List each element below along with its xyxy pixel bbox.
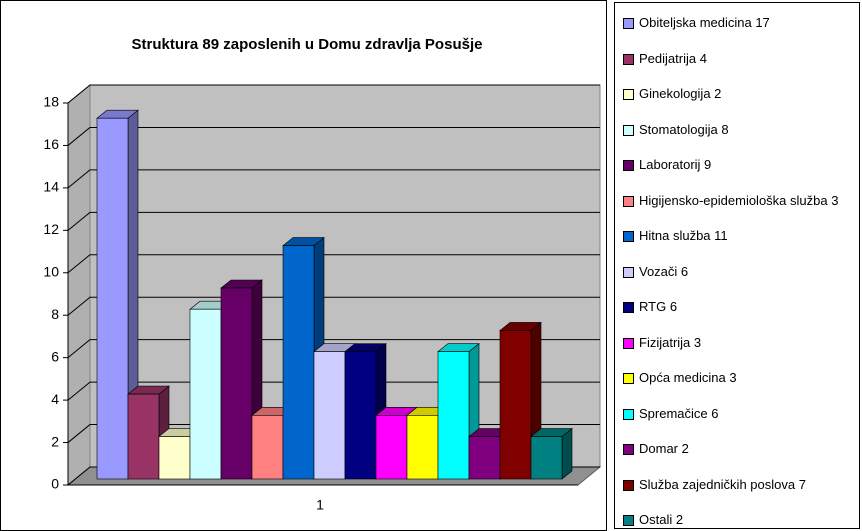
grid-line: [67, 84, 600, 104]
legend-entry: Spremačice 6: [623, 406, 839, 422]
legend-entry: Pedijatrija 4: [623, 51, 839, 67]
bar: [189, 308, 222, 480]
legend-swatch: [623, 373, 634, 384]
y-tick-label: 16: [43, 136, 59, 152]
legend-swatch: [623, 124, 634, 136]
y-tick-label: 10: [43, 263, 59, 279]
legend-swatch: [623, 18, 634, 29]
legend-swatch: [623, 195, 634, 207]
y-tick-label: 2: [51, 433, 59, 449]
grid-line: [67, 254, 600, 274]
grid-line: [67, 211, 600, 231]
legend-swatch: [623, 266, 634, 278]
bar: [499, 330, 532, 480]
y-tick-label: 4: [51, 391, 59, 407]
legend-swatch: [623, 53, 634, 65]
legend-swatch: [623, 408, 634, 420]
grid-line: [67, 381, 600, 401]
grid-line: [67, 126, 600, 146]
legend-swatch: [623, 160, 634, 171]
legend-label: Obiteljska medicina 17: [639, 15, 770, 30]
legend-label: Ostali 2: [639, 512, 684, 527]
y-tick-label: 18: [43, 94, 59, 110]
legend-label: Fizijatrija 3: [639, 334, 702, 350]
legend-swatch: [623, 444, 634, 455]
legend-swatch: [623, 302, 634, 313]
legend-entry: Ostali 2: [623, 512, 839, 528]
bar: [406, 415, 439, 480]
legend-label: Ginekologija 2: [639, 86, 722, 101]
bar: [220, 287, 253, 480]
legend-entry: Stomatologija 8: [623, 122, 839, 138]
legend-label: RTG 6: [639, 299, 678, 314]
legend-label: Higijensko-epidemiološka služba 3: [639, 192, 839, 208]
legend-entry: Higijensko-epidemiološka služba 3: [623, 193, 839, 209]
legend-entry: Fizijatrija 3: [623, 335, 839, 351]
legend-label: Hitna služba 11: [639, 228, 728, 243]
legend-entry: Obiteljska medicina 17: [623, 15, 839, 31]
side-wall: [67, 83, 91, 487]
legend-label: Opća medicina 3: [639, 370, 737, 385]
legend-swatch: [623, 479, 634, 491]
legend-label: Domar 2: [639, 441, 689, 456]
legend-swatch: [623, 337, 634, 349]
legend-entry: Hitna služba 11: [623, 228, 839, 244]
bar: [313, 351, 346, 480]
bar: [127, 393, 160, 480]
legend-entry: Laboratorij 9: [623, 157, 839, 173]
legend-entry: Služba zajedničkih poslova 7: [623, 477, 839, 493]
legend-entry: Domar 2: [623, 441, 839, 457]
bar: [158, 436, 191, 480]
x-tick-label: 1: [316, 497, 324, 513]
y-tick-label: 14: [43, 179, 59, 195]
grid-line: [67, 339, 600, 359]
legend-swatch: [623, 231, 634, 242]
legend-entry: RTG 6: [623, 299, 839, 315]
legend-label: Pedijatrija 4: [639, 50, 707, 66]
bar: [530, 436, 563, 480]
grid-line: [67, 169, 600, 189]
legend-label: Vozači 6: [639, 263, 689, 279]
y-tick-label: 8: [51, 306, 59, 322]
legend: Obiteljska medicina 17 Pedijatrija 4 Ginek…: [614, 2, 860, 529]
legend-entry: Opća medicina 3: [623, 370, 839, 386]
legend-swatch: [623, 515, 634, 526]
y-tick-label: 6: [51, 348, 59, 364]
legend-label: Spremačice 6: [639, 405, 719, 421]
legend-swatch: [623, 89, 634, 100]
legend-label: Laboratorij 9: [639, 157, 712, 172]
legend-entry: Ginekologija 2: [623, 86, 839, 102]
bar: [468, 436, 501, 480]
bar: [282, 245, 315, 480]
grid-line: [67, 296, 600, 316]
bar-side: [561, 427, 573, 480]
chart-title: Struktura 89 zaposlenih u Domu zdravlja …: [132, 36, 483, 53]
bar: [344, 351, 377, 480]
bar: [96, 117, 129, 480]
bar: [375, 415, 408, 480]
legend-entry: Vozači 6: [623, 264, 839, 280]
legend-label: Služba zajedničkih poslova 7: [639, 476, 806, 492]
legend-label: Stomatologija 8: [639, 121, 729, 137]
bar: [437, 351, 470, 480]
y-tick-label: 0: [51, 476, 59, 492]
y-tick-label: 12: [43, 221, 59, 237]
bar: [251, 415, 284, 480]
